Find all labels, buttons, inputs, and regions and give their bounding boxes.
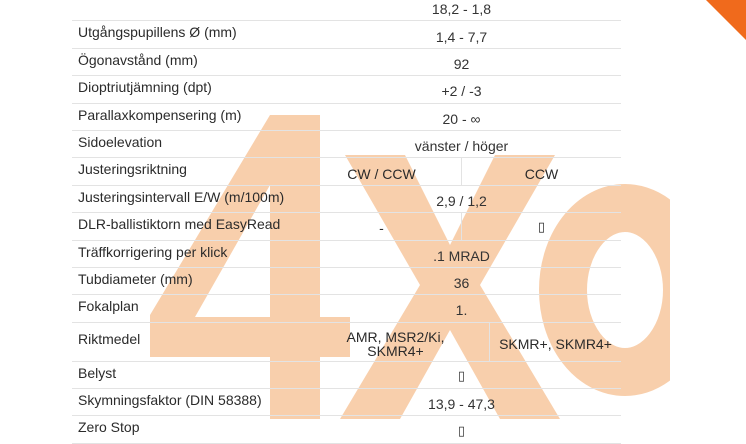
spec-row-zero-stop: Zero Stop ▯ bbox=[72, 416, 621, 444]
spec-value: 36 bbox=[453, 275, 470, 292]
spec-row-dlr-turret: DLR-ballistiktorn med EasyRead - ▯ bbox=[72, 213, 621, 241]
spec-value: 13,9 - 47,3 bbox=[428, 396, 495, 413]
spec-row-reticle: Riktmedel AMR, MSR2/Ki, SKMR4+ SKMR+, SK… bbox=[72, 322, 621, 362]
spec-value-left: - bbox=[302, 213, 462, 240]
spec-value-right: SKMR+, SKMR4+ bbox=[499, 335, 612, 352]
spec-split: CW / CCW CCW bbox=[302, 158, 621, 185]
checkbox-glyph-icon: ▯ bbox=[537, 220, 546, 236]
spec-row-adjust-direction: Justeringsriktning CW / CCW CCW bbox=[72, 158, 621, 186]
spec-label: Riktmedel bbox=[78, 330, 141, 347]
spec-label: Träffkorrigering per klick bbox=[78, 243, 228, 260]
spec-split: AMR, MSR2/Ki, SKMR4+ SKMR+, SKMR4+ bbox=[302, 322, 621, 361]
spec-row-diopter: Dioptriutjämning (dpt) +2 / -3 bbox=[72, 76, 621, 104]
spec-row-illuminated: Belyst ▯ bbox=[72, 362, 621, 390]
spec-label: Justeringsintervall E/W (m/100m) bbox=[78, 188, 285, 205]
corner-accent bbox=[706, 0, 746, 40]
spec-row-exit-pupil: Utgångspupillens Ø (mm) 1,4 - 7,7 bbox=[72, 21, 621, 49]
spec-value: vänster / höger bbox=[414, 138, 509, 155]
spec-row-side-elevation: Sidoelevation vänster / höger bbox=[72, 131, 621, 159]
spec-label: DLR-ballistiktorn med EasyRead bbox=[78, 216, 281, 233]
spec-value-left: CW / CCW bbox=[302, 158, 462, 185]
spec-row-parallax: Parallaxkompensering (m) 20 - ∞ bbox=[72, 104, 621, 131]
spec-value: .1 MRAD bbox=[433, 247, 490, 264]
spec-label: Fokalplan bbox=[78, 298, 139, 315]
checkbox-glyph-icon: ▯ bbox=[457, 424, 466, 440]
spec-row-click-value: Träffkorrigering per klick .1 MRAD bbox=[72, 241, 621, 268]
spec-row-twilight-factor: Skymningsfaktor (DIN 58388) 13,9 - 47,3 bbox=[72, 389, 621, 417]
spec-table: 18,2 - 1,8 Utgångspupillens Ø (mm) 1,4 -… bbox=[72, 0, 621, 444]
spec-value-left: AMR, MSR2/Ki, SKMR4+ bbox=[302, 322, 490, 361]
checkbox-glyph-icon: ▯ bbox=[457, 369, 466, 385]
spec-label: Utgångspupillens Ø (mm) bbox=[78, 24, 237, 41]
spec-value: 20 - ∞ bbox=[442, 110, 481, 127]
spec-label: Justeringsriktning bbox=[78, 161, 187, 178]
spec-label: Skymningsfaktor (DIN 58388) bbox=[78, 392, 262, 409]
spec-label: Parallaxkompensering (m) bbox=[78, 106, 242, 123]
spec-label: Sidoelevation bbox=[78, 133, 163, 150]
spec-row-eye-relief: Ögonavstånd (mm) 92 bbox=[72, 49, 621, 77]
spec-value: 1. bbox=[455, 302, 468, 319]
spec-label: Dioptriutjämning (dpt) bbox=[78, 79, 212, 96]
spec-row-focal-plane: Fokalplan 1. bbox=[72, 295, 621, 323]
spec-value: 18,2 - 1,8 bbox=[431, 1, 492, 18]
spec-label: Zero Stop bbox=[78, 419, 140, 436]
spec-label: Ögonavstånd (mm) bbox=[78, 51, 198, 68]
spec-label: Belyst bbox=[78, 364, 117, 381]
spec-value: 92 bbox=[453, 55, 470, 72]
spec-value: 2,9 / 1,2 bbox=[436, 192, 487, 209]
spec-value: 1,4 - 7,7 bbox=[435, 28, 488, 45]
spec-value-right: CCW bbox=[524, 165, 559, 182]
spec-split: - ▯ bbox=[302, 213, 621, 240]
spec-row-tube-diameter: Tubdiameter (mm) 36 bbox=[72, 268, 621, 296]
spec-label: Tubdiameter (mm) bbox=[78, 270, 193, 287]
spec-row-1: 18,2 - 1,8 bbox=[72, 0, 621, 22]
spec-value: +2 / -3 bbox=[441, 83, 482, 100]
spec-row-adjust-range: Justeringsintervall E/W (m/100m) 2,9 / 1… bbox=[72, 186, 621, 214]
